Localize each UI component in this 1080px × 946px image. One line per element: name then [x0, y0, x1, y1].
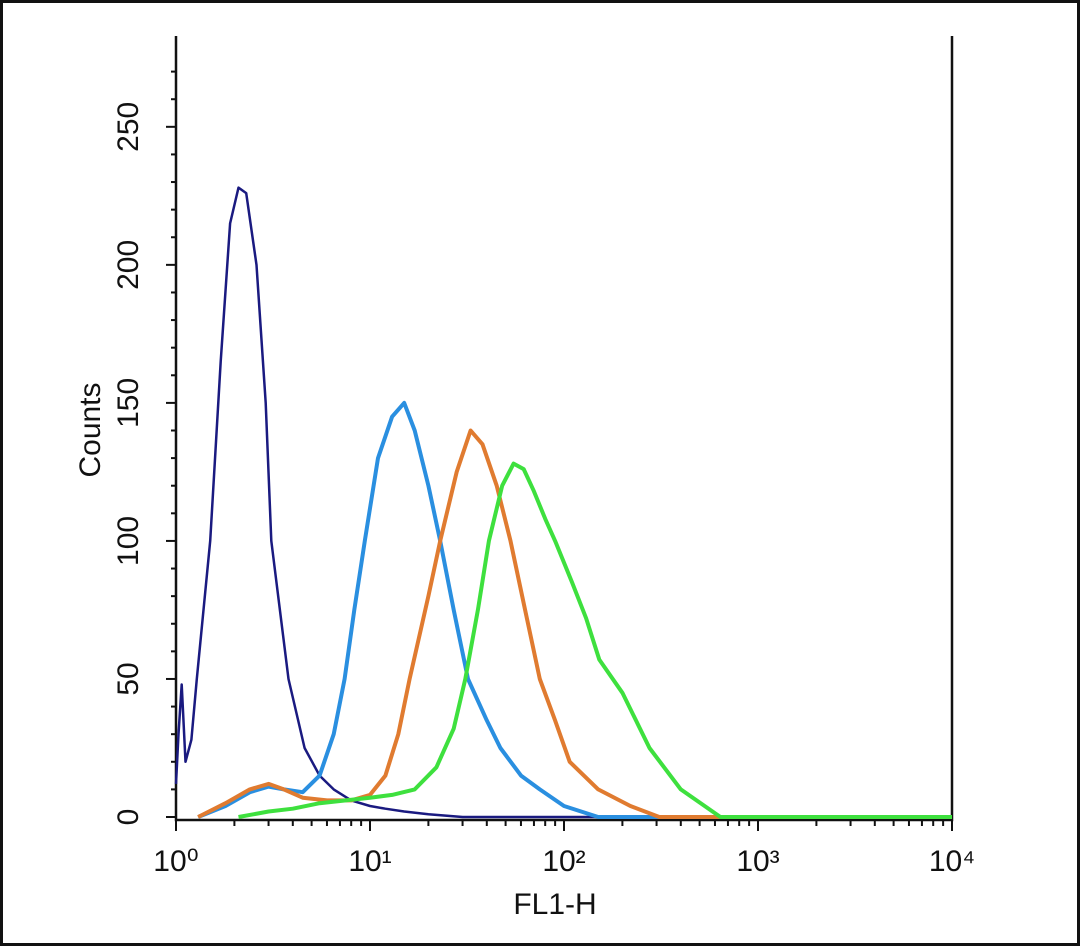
histogram-curve: [197, 428, 952, 819]
x-tick-label: 10³: [736, 845, 779, 878]
x-tick-label: 10⁴: [929, 845, 975, 878]
y-tick-label: 50: [112, 662, 145, 695]
y-tick-label: 200: [112, 240, 145, 290]
y-tick-label: 150: [112, 378, 145, 428]
y-tick-label: 0: [112, 809, 145, 826]
x-tick-label: 10²: [542, 845, 585, 878]
y-axis-label: Counts: [74, 382, 107, 477]
y-tick-label: 100: [112, 516, 145, 566]
axis-line: [174, 36, 954, 822]
histogram-curve: [174, 186, 952, 819]
x-tick-label: 10⁰: [153, 845, 198, 878]
histogram-curve: [238, 461, 952, 819]
y-tick-label: 250: [112, 102, 145, 152]
x-tick-label: 10¹: [348, 845, 391, 878]
histogram-curve: [197, 400, 952, 819]
x-axis-label: FL1-H: [513, 888, 596, 921]
